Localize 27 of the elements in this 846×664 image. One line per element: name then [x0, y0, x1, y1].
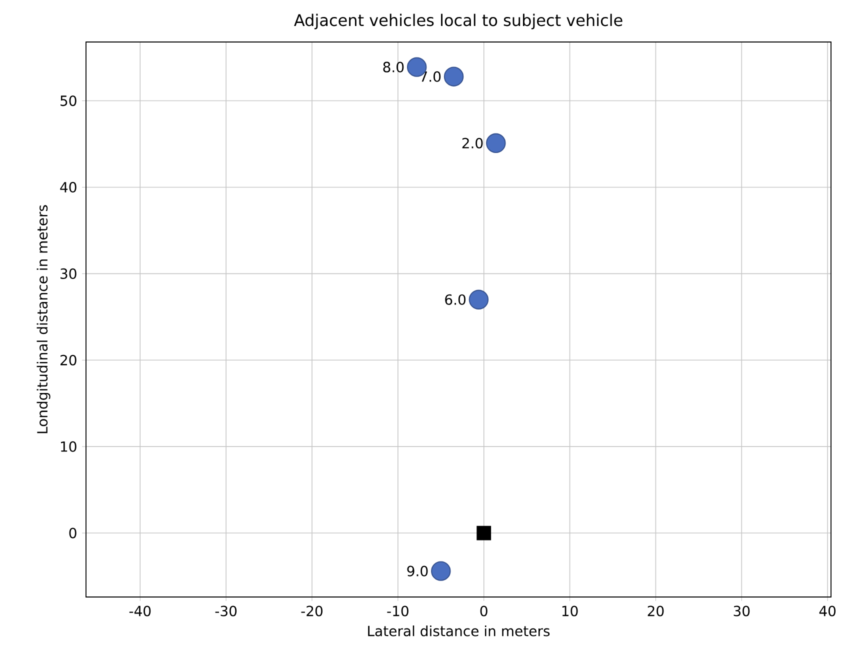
x-tick-label: 10	[562, 606, 578, 616]
point	[431, 561, 451, 581]
y-tick-label: 10	[61, 441, 76, 452]
annotation: 6.0	[445, 294, 466, 305]
x-tick-label: -30	[215, 606, 237, 616]
point	[486, 133, 506, 154]
x-tick-label: 0	[480, 606, 488, 616]
x-tick-label: -10	[387, 606, 408, 616]
x-tick-label: 30	[734, 606, 750, 616]
x-tick-label: -40	[129, 606, 151, 616]
x-axis-title: Lateral distance in meters	[368, 625, 550, 636]
y-tick-label: 0	[69, 528, 76, 538]
annotation: 8.0	[383, 62, 404, 72]
point	[476, 526, 492, 540]
point	[444, 66, 464, 86]
x-tick-label: 40	[819, 606, 836, 616]
point	[468, 290, 489, 310]
y-tick-label: 20	[60, 354, 76, 366]
y-tick-label: 50	[60, 95, 76, 106]
x-tick-label: 20	[648, 606, 664, 616]
x-tick-label: -20	[301, 606, 322, 616]
y-axis-title: Londgitudinal distance in meters	[36, 205, 50, 434]
annotation: 2.0	[462, 138, 483, 148]
y-tick-label: 30	[60, 268, 76, 279]
y-tick-label: 40	[60, 182, 76, 193]
chart-title: Adjacent vehicles local to subject vehicle	[294, 14, 622, 30]
annotation: 9.0	[407, 566, 428, 576]
